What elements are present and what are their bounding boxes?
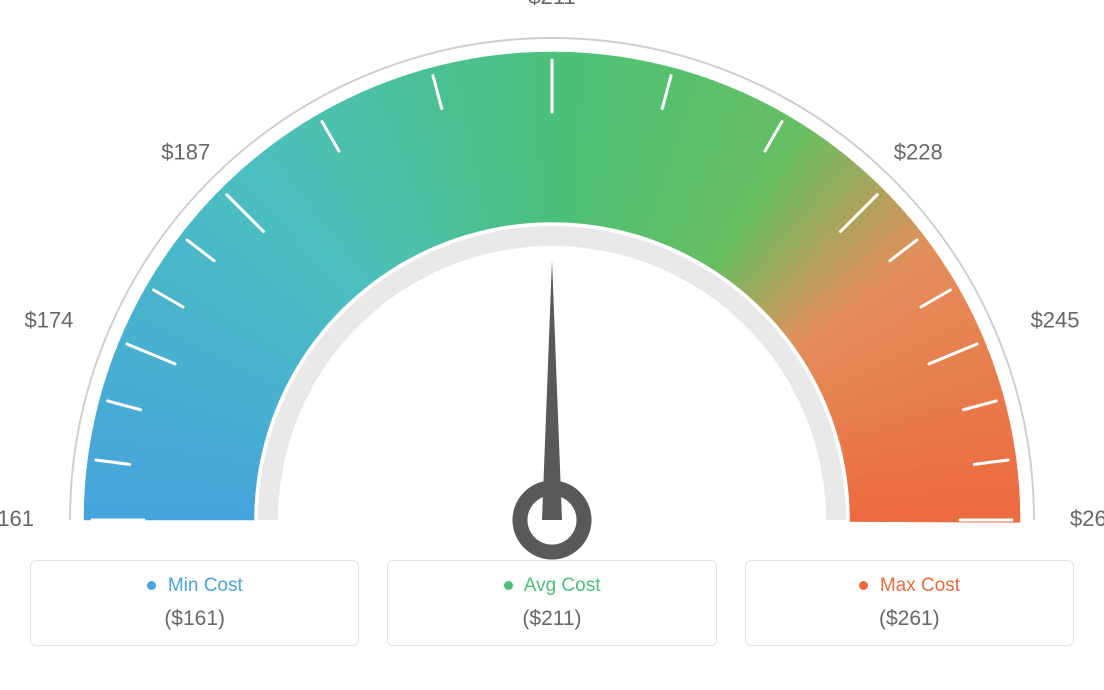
legend-title-avg: Avg Cost <box>388 575 715 597</box>
legend-label: Max Cost <box>880 575 960 596</box>
gauge-chart: $161 $174 $187 $211 $228 $245 $261 <box>0 0 1104 560</box>
legend-card-avg: Avg Cost ($211) <box>387 560 716 646</box>
legend-row: Min Cost ($161) Avg Cost ($211) Max Cost… <box>0 560 1104 646</box>
legend-title-min: Min Cost <box>31 575 358 597</box>
gauge-tick-label: $187 <box>161 140 210 165</box>
gauge-svg: $161 $174 $187 $211 $228 $245 $261 <box>0 0 1104 560</box>
legend-title-max: Max Cost <box>746 575 1073 597</box>
gauge-tick-label: $245 <box>1031 308 1080 333</box>
legend-value-avg: ($211) <box>388 607 715 631</box>
gauge-tick-label: $228 <box>894 140 943 165</box>
legend-card-max: Max Cost ($261) <box>745 560 1074 646</box>
legend-label: Min Cost <box>168 575 243 596</box>
legend-value-max: ($261) <box>746 607 1073 631</box>
legend-dot-max <box>859 581 868 590</box>
gauge-tick-label: $161 <box>0 506 34 531</box>
gauge-tick-label: $174 <box>24 308 73 333</box>
legend-card-min: Min Cost ($161) <box>30 560 359 646</box>
gauge-tick-label: $261 <box>1070 506 1104 531</box>
legend-value-min: ($161) <box>31 607 358 631</box>
legend-label: Avg Cost <box>524 575 601 596</box>
gauge-tick-label: $211 <box>528 0 575 9</box>
legend-dot-min <box>147 581 156 590</box>
legend-dot-avg <box>504 581 513 590</box>
